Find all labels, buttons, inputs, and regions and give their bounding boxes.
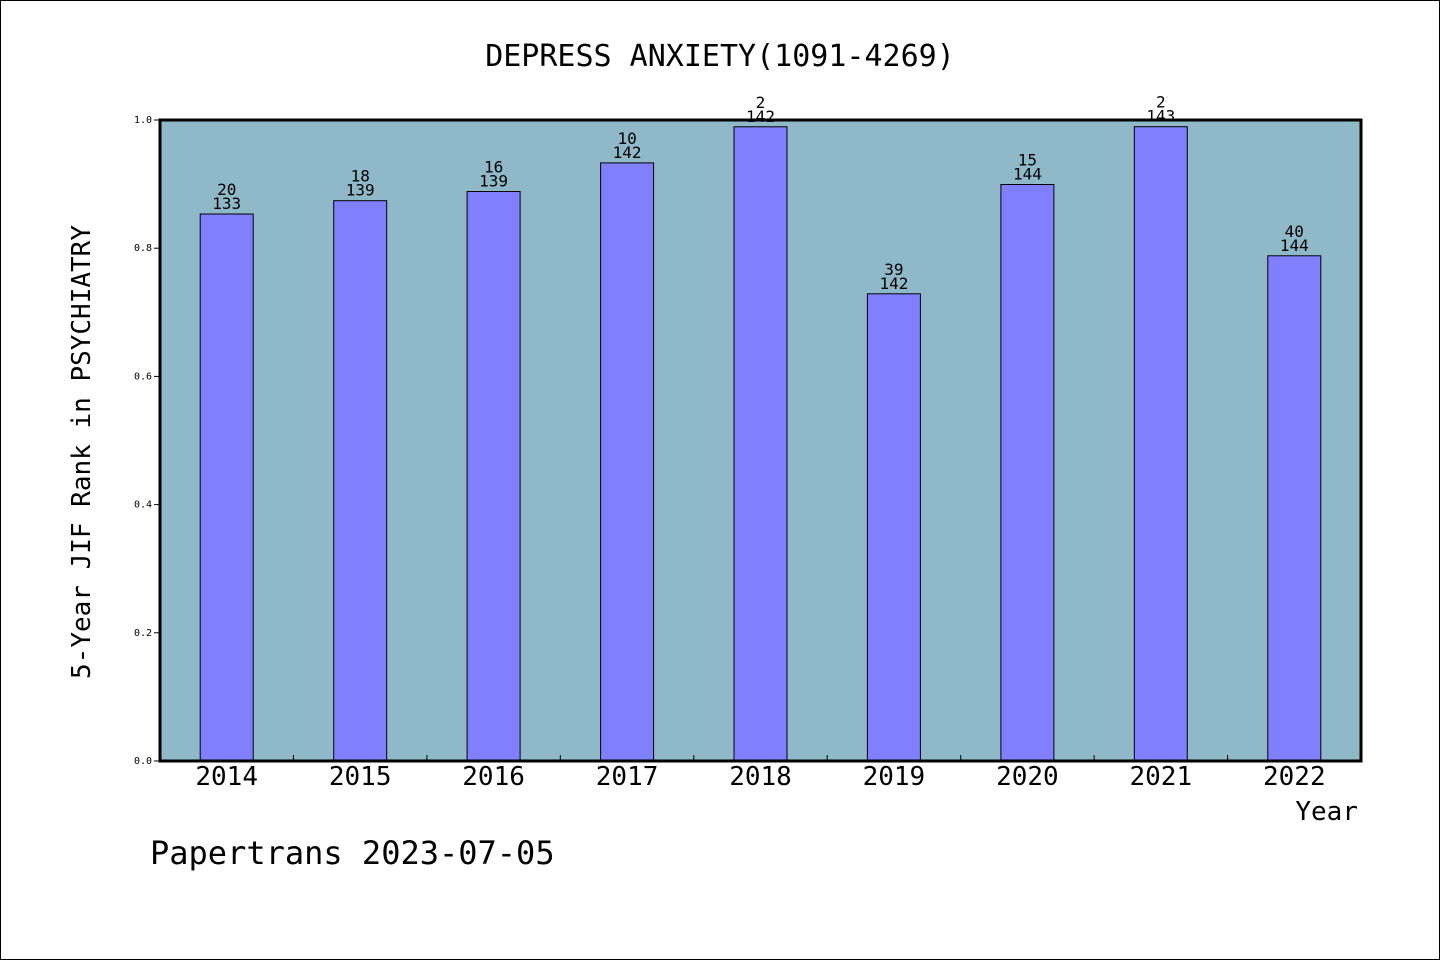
y-tick-label-0.0: 0.0: [134, 756, 152, 767]
bar-2014: [199, 213, 254, 762]
y-tick-label-0.6: 0.6: [134, 371, 152, 382]
x-tick-label-2021: 2021: [1129, 762, 1192, 792]
x-tick-label-2022: 2022: [1263, 762, 1326, 792]
bar-total-label-2018: 142: [746, 107, 775, 126]
x-tick-label-2018: 2018: [729, 762, 792, 792]
bar-rank-label-2019: 39: [884, 260, 903, 279]
bar-total-label-2020: 144: [1013, 165, 1042, 184]
bar-2019: [866, 293, 921, 762]
bar-rank-label-2022: 40: [1285, 222, 1304, 241]
bar-2015: [333, 200, 388, 762]
bar-rank-label-2021: 2: [1156, 93, 1166, 112]
x-tick-label-2019: 2019: [863, 762, 926, 792]
x-tick-label-2020: 2020: [996, 762, 1059, 792]
bar-total-label-2017: 142: [613, 143, 642, 162]
bar-2021: [1133, 126, 1188, 762]
bar-rank-label-2014: 20: [217, 180, 236, 199]
bar-rank-label-2015: 18: [351, 167, 370, 186]
x-tick-label-2017: 2017: [596, 762, 659, 792]
watermark-text: Papertrans 2023-07-05: [150, 834, 555, 872]
bar-total-label-2022: 144: [1280, 236, 1309, 255]
bar-rank-label-2020: 15: [1018, 151, 1037, 170]
x-tick-label-2015: 2015: [329, 762, 392, 792]
y-axis-label: 5-Year JIF Rank in PSYCHIATRY: [67, 225, 97, 679]
plot-border: [158, 118, 1363, 763]
bar-2016: [466, 191, 521, 762]
bar-2022: [1267, 255, 1322, 762]
y-tick-label-0.2: 0.2: [134, 628, 152, 639]
bar-total-label-2019: 142: [879, 274, 908, 293]
y-tick-label-1.0: 1.0: [134, 115, 152, 126]
bar-rank-label-2016: 16: [484, 158, 503, 177]
chart-title: DEPRESS ANXIETY(1091-4269): [485, 39, 955, 74]
y-tick-label-0.8: 0.8: [134, 243, 152, 254]
bar-2018: [733, 126, 788, 762]
bar-rank-label-2017: 10: [617, 129, 636, 148]
y-tick-label-0.4: 0.4: [134, 500, 152, 511]
x-tick-label-2014: 2014: [195, 762, 258, 792]
bar-total-label-2015: 139: [346, 181, 375, 200]
x-axis-label: Year: [1295, 797, 1358, 827]
x-tick-label-2016: 2016: [462, 762, 525, 792]
bar-2020: [1000, 184, 1055, 762]
bar-total-label-2016: 139: [479, 172, 508, 191]
bar-total-label-2021: 143: [1146, 107, 1175, 126]
bar-total-label-2014: 133: [212, 194, 241, 213]
bar-2017: [600, 162, 655, 762]
bar-rank-label-2018: 2: [756, 93, 766, 112]
